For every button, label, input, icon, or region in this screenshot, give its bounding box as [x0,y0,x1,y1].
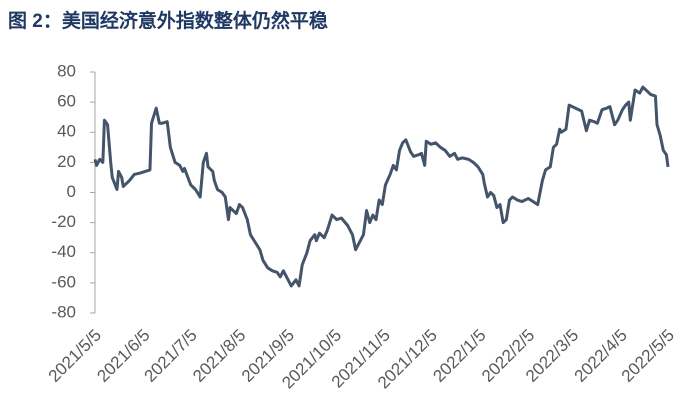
y-tick-label: -20 [51,212,76,231]
y-tick-label: -80 [51,302,76,321]
y-tick-label: 40 [57,122,76,141]
y-tick-label: 80 [57,61,76,80]
y-tick-label: 0 [67,182,76,201]
y-tick-label: 60 [57,92,76,111]
x-tick-label: 2021/5/5 [45,326,105,386]
x-tick-label: 2022/5/5 [618,326,678,386]
y-tick-label: 20 [57,152,76,171]
y-tick-label: -40 [51,242,76,261]
y-tick-label: -60 [51,272,76,291]
x-tick-label: 2021/7/5 [141,326,201,386]
chart-title: 图 2：美国经济意外指数整体仍然平稳 [8,9,328,32]
x-tick-label: 2022/1/5 [429,326,489,386]
x-tick-label: 2021/8/5 [189,326,249,386]
line-series [93,85,670,288]
